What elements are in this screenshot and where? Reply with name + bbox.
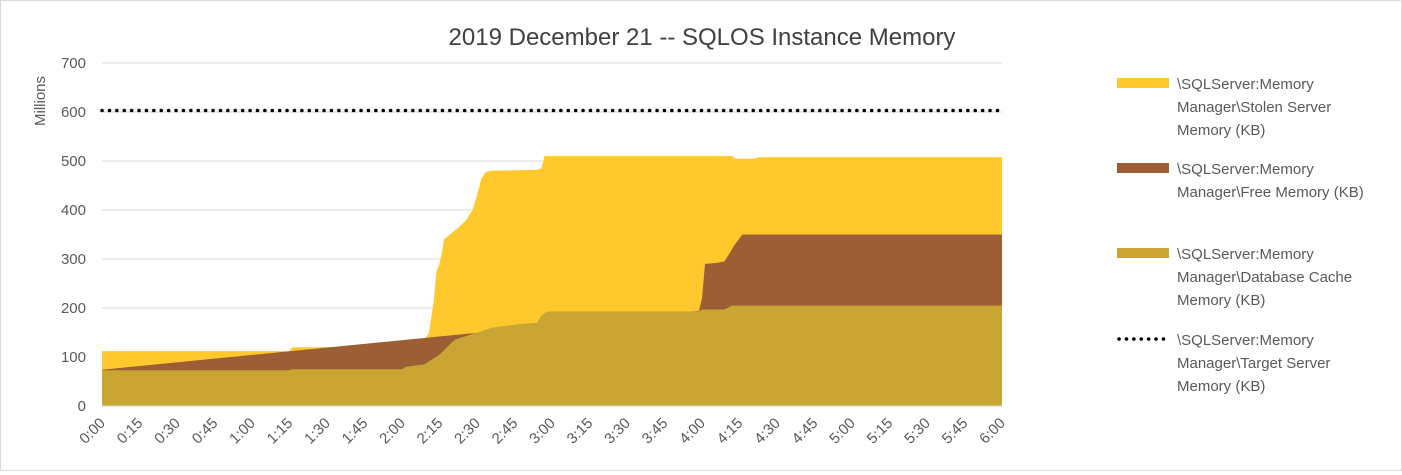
x-tick-label: 3:00	[526, 415, 559, 448]
plot-area	[100, 108, 1004, 407]
x-tick-label: 3:30	[601, 415, 634, 448]
x-tick-label: 2:45	[489, 415, 522, 448]
y-tick-label: 500	[61, 153, 86, 170]
y-tick-label: 600	[61, 104, 86, 121]
x-tick-label: 1:15	[264, 415, 297, 448]
x-tick-label: 5:45	[939, 415, 972, 448]
x-tick-label: 3:15	[564, 415, 597, 448]
legend-label-line: Manager\Free Memory (KB)	[1177, 184, 1364, 201]
x-tick-label: 4:15	[714, 415, 747, 448]
x-tick-label: 5:00	[826, 415, 859, 448]
x-tick-label: 1:45	[339, 415, 372, 448]
x-tick-label: 4:00	[676, 415, 709, 448]
legend-item-target-server-memory: \SQLServer:Memory Manager\Target Server Me…	[1117, 332, 1330, 395]
x-tick-label: 5:30	[901, 415, 934, 448]
legend-item-free-memory: \SQLServer:Memory Manager\Free Memory (KB…	[1117, 161, 1364, 201]
x-tick-label: 0:00	[76, 415, 109, 448]
legend: \SQLServer:Memory Manager\Stolen Server Me…	[1117, 76, 1364, 395]
legend-item-database-cache-memory: \SQLServer:Memory Manager\Database Cache M…	[1117, 246, 1352, 309]
y-tick-label: 400	[61, 202, 86, 219]
legend-label-line: \SQLServer:Memory	[1177, 76, 1314, 93]
legend-label-line: Manager\Database Cache	[1177, 269, 1352, 286]
x-tick-label: 0:30	[151, 415, 184, 448]
x-tick-label: 0:15	[114, 415, 147, 448]
legend-item-stolen-server-memory: \SQLServer:Memory Manager\Stolen Server Me…	[1117, 76, 1331, 139]
y-tick-label: 0	[78, 398, 86, 415]
y-axis-label: Millions	[32, 76, 49, 126]
legend-label-line: \SQLServer:Memory	[1177, 246, 1314, 263]
y-tick-label: 200	[61, 300, 86, 317]
x-tick-label: 3:45	[639, 415, 672, 448]
x-axis-ticks: 0:00 0:15 0:30 0:45 1:00 1:15 1:30 1:45 2:00 2:15…	[76, 415, 1009, 448]
x-tick-label: 4:45	[789, 415, 822, 448]
y-axis-ticks: 0 100 200 300 400 500 600 700	[61, 55, 86, 415]
legend-label-line: \SQLServer:Memory	[1177, 332, 1314, 349]
legend-label-line: Manager\Stolen Server	[1177, 99, 1331, 116]
legend-label-line: \SQLServer:Memory	[1177, 161, 1314, 178]
legend-swatch	[1117, 163, 1169, 173]
x-tick-label: 1:00	[226, 415, 259, 448]
x-tick-label: 6:00	[976, 415, 1009, 448]
legend-label-line: Manager\Target Server	[1177, 355, 1330, 372]
x-tick-label: 5:15	[864, 415, 897, 448]
legend-label-line: Memory (KB)	[1177, 122, 1265, 139]
x-tick-label: 2:15	[414, 415, 447, 448]
legend-swatch	[1117, 78, 1169, 88]
x-tick-label: 1:30	[301, 415, 334, 448]
y-tick-label: 100	[61, 349, 86, 366]
legend-swatch	[1117, 248, 1169, 258]
x-tick-label: 4:30	[751, 415, 784, 448]
legend-label-line: Memory (KB)	[1177, 378, 1265, 395]
legend-label-line: Memory (KB)	[1177, 292, 1265, 309]
x-tick-label: 2:00	[376, 415, 409, 448]
x-tick-label: 2:30	[451, 415, 484, 448]
chart-title: 2019 December 21 -- SQLOS Instance Memor…	[449, 24, 956, 51]
y-tick-label: 700	[61, 55, 86, 72]
series-area-database-cache-memory	[102, 305, 1002, 406]
x-tick-label: 0:45	[189, 415, 222, 448]
y-tick-label: 300	[61, 251, 86, 268]
